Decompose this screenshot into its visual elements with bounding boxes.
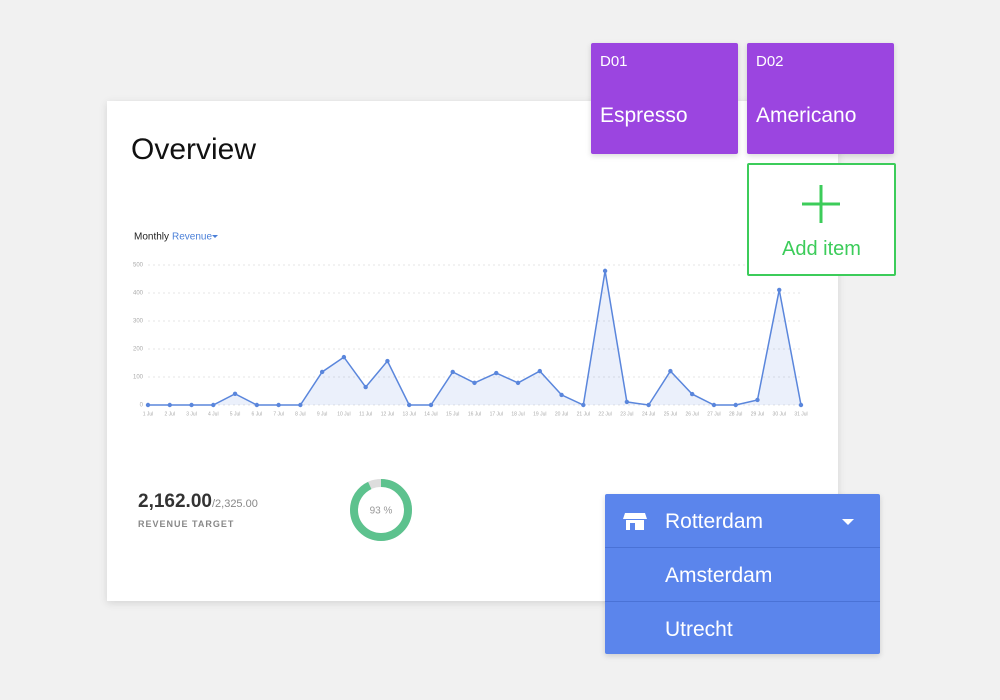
x-tick-label: 23 Jul [620, 411, 633, 417]
dropdown-item: Utrecht [665, 618, 733, 641]
point [298, 402, 303, 408]
y-tick-label: 100 [133, 375, 144, 381]
point [428, 402, 434, 408]
x-tick-label: 1 Jul [143, 411, 154, 417]
x-tick-label: 20 Jul [555, 411, 568, 417]
amount: 2,162.00 [138, 491, 212, 512]
x-tick-label: 5 Jul [230, 411, 241, 417]
x-tick-label: 10 Jul [337, 411, 350, 417]
point [733, 402, 738, 408]
y-tick-label: 500 [133, 263, 144, 269]
point [515, 380, 521, 386]
dropdown-option[interactable]: Utrecht [605, 602, 880, 655]
x-tick-label: 17 Jul [490, 411, 503, 417]
x-tick-label: 8 Jul [295, 411, 306, 417]
chart-title-part: Monthly [134, 232, 169, 243]
card-name: Espresso [600, 104, 688, 127]
donut-progress [350, 479, 412, 541]
point [559, 392, 564, 398]
x-tick-label: 7 Jul [273, 411, 284, 417]
x-tick-label: 11 Jul [359, 411, 372, 417]
point [407, 402, 412, 408]
x-tick-label: 3 Jul [186, 411, 197, 417]
x-tick-label: 27 Jul [707, 411, 720, 417]
x-tick-label: 19 Jul [533, 411, 546, 417]
point [581, 402, 586, 408]
chart: Monthly Revenue 93 % 0 100 200 300 400 500 1 J… [133, 232, 808, 541]
dropdown-option[interactable]: Amsterdam [605, 548, 880, 602]
x-tick-label: 31 Jul [794, 411, 807, 417]
point [145, 402, 151, 408]
x-tick-label: 22 Jul [598, 411, 611, 417]
y-tick-label: 400 [133, 291, 144, 297]
point [646, 402, 651, 408]
dropdown-icons [623, 513, 854, 530]
point [689, 391, 695, 397]
x-tick-label: 12 Jul [381, 411, 394, 417]
x-tick-label: 16 Jul [468, 411, 481, 417]
point [624, 399, 630, 405]
product-card[interactable]: D02 Americano [747, 43, 894, 154]
point [755, 397, 760, 403]
point [494, 370, 499, 376]
chart-title-part[interactable]: Revenue [172, 232, 212, 243]
target: /2,325.00 [211, 498, 258, 510]
x-tick-label: 9 Jul [317, 411, 328, 417]
add-item-label: Add item [782, 238, 861, 260]
y-tick-label: 200 [133, 347, 144, 353]
overview-panel: Overview Monthly Revenue 93 % 0 100 200 300… [107, 101, 838, 601]
x-tick-label: 26 Jul [685, 411, 698, 417]
x-tick-label: 13 Jul [403, 411, 416, 417]
x-tick-label: 21 Jul [577, 411, 590, 417]
dropdown-selected[interactable]: Rotterdam [605, 494, 880, 548]
x-tick-label: 29 Jul [751, 411, 764, 417]
point [450, 369, 455, 375]
x-tick-label: 24 Jul [642, 411, 655, 417]
x-tick-label: 25 Jul [664, 411, 677, 417]
point [798, 402, 804, 408]
add-item-button[interactable]: Add item [747, 163, 896, 276]
point [254, 402, 260, 408]
card-name: Americano [756, 104, 857, 127]
city-dropdown: Rotterdam Amsterdam Utrecht [605, 494, 880, 654]
point [341, 354, 347, 360]
revenue-label: REVENUE TARGET [138, 519, 235, 529]
card-code: D02 [756, 53, 784, 70]
dropdown-item: Rotterdam [665, 510, 764, 533]
product-card[interactable]: D01 Espresso [591, 43, 738, 154]
point [232, 391, 238, 396]
point [472, 380, 477, 386]
x-tick-label: 15 Jul [446, 411, 459, 417]
point [363, 384, 368, 390]
point [319, 369, 325, 375]
dropdown-item: Amsterdam [665, 564, 773, 587]
x-tick-label: 2 Jul [164, 411, 175, 417]
overview-title: Overview [131, 133, 257, 166]
x-tick-label: 28 Jul [729, 411, 742, 417]
point [211, 402, 216, 408]
point [537, 368, 542, 374]
y-tick-label: 0 [140, 403, 144, 409]
revenue-amount: 2,162.00/2,325.00 [138, 491, 258, 513]
point [711, 402, 717, 408]
x-tick-label: 14 Jul [424, 411, 437, 417]
point [602, 268, 608, 274]
point [167, 402, 172, 408]
x-tick-label: 30 Jul [773, 411, 786, 417]
caret-icon [212, 235, 218, 238]
x-tick-label: 18 Jul [511, 411, 524, 417]
card-code: D01 [600, 53, 628, 70]
point [668, 368, 673, 374]
point [385, 358, 390, 364]
point [276, 402, 281, 408]
point [777, 287, 782, 293]
point [189, 402, 194, 408]
x-tick-label: 6 Jul [252, 411, 263, 417]
donut-label: 93 % [370, 506, 393, 517]
y-tick-label: 300 [133, 319, 144, 325]
plus-icon [802, 185, 840, 223]
x-tick-label: 4 Jul [208, 411, 219, 417]
